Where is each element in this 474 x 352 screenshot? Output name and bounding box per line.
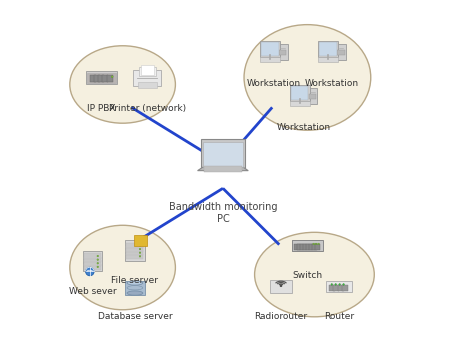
FancyBboxPatch shape — [260, 57, 280, 62]
FancyBboxPatch shape — [90, 75, 96, 82]
FancyBboxPatch shape — [338, 285, 344, 291]
Circle shape — [111, 76, 113, 78]
FancyBboxPatch shape — [84, 264, 101, 270]
Text: IP PBX: IP PBX — [87, 104, 116, 113]
Polygon shape — [198, 167, 248, 171]
FancyBboxPatch shape — [337, 50, 345, 55]
FancyBboxPatch shape — [260, 41, 280, 57]
Polygon shape — [136, 238, 141, 240]
Ellipse shape — [70, 46, 175, 123]
FancyBboxPatch shape — [139, 67, 156, 76]
FancyBboxPatch shape — [336, 44, 346, 60]
FancyBboxPatch shape — [312, 244, 318, 250]
FancyBboxPatch shape — [83, 251, 102, 271]
FancyBboxPatch shape — [127, 243, 144, 248]
FancyBboxPatch shape — [342, 285, 348, 291]
FancyBboxPatch shape — [125, 281, 145, 295]
Circle shape — [318, 243, 319, 245]
FancyBboxPatch shape — [290, 85, 310, 101]
FancyBboxPatch shape — [84, 260, 101, 266]
Ellipse shape — [255, 232, 374, 317]
Circle shape — [331, 284, 333, 285]
FancyBboxPatch shape — [134, 235, 147, 246]
FancyBboxPatch shape — [203, 142, 243, 167]
FancyBboxPatch shape — [204, 166, 242, 172]
FancyBboxPatch shape — [297, 244, 303, 250]
FancyBboxPatch shape — [300, 244, 306, 250]
Text: Workstation: Workstation — [277, 123, 331, 132]
FancyBboxPatch shape — [278, 44, 288, 60]
Text: Database server: Database server — [98, 312, 172, 321]
FancyBboxPatch shape — [308, 88, 318, 104]
Text: Workstation: Workstation — [305, 79, 359, 88]
FancyBboxPatch shape — [292, 240, 323, 251]
Ellipse shape — [127, 291, 143, 295]
Text: Switch: Switch — [292, 271, 322, 280]
FancyBboxPatch shape — [84, 257, 101, 263]
FancyBboxPatch shape — [201, 139, 245, 169]
Circle shape — [315, 243, 317, 245]
FancyBboxPatch shape — [319, 42, 337, 56]
FancyBboxPatch shape — [125, 240, 145, 261]
Circle shape — [139, 245, 141, 246]
FancyBboxPatch shape — [326, 281, 352, 292]
FancyBboxPatch shape — [292, 240, 323, 252]
FancyBboxPatch shape — [84, 253, 101, 259]
Circle shape — [139, 252, 141, 253]
FancyBboxPatch shape — [318, 57, 338, 62]
FancyBboxPatch shape — [333, 285, 339, 291]
FancyBboxPatch shape — [290, 101, 310, 106]
Ellipse shape — [70, 225, 175, 310]
FancyBboxPatch shape — [291, 86, 309, 100]
Circle shape — [139, 256, 141, 257]
Text: Bandwidth monitoring
PC: Bandwidth monitoring PC — [169, 202, 277, 224]
Circle shape — [97, 266, 99, 268]
FancyBboxPatch shape — [133, 70, 161, 86]
Circle shape — [139, 248, 141, 250]
FancyBboxPatch shape — [94, 75, 100, 82]
FancyBboxPatch shape — [141, 65, 154, 75]
Ellipse shape — [244, 25, 371, 130]
FancyBboxPatch shape — [107, 75, 113, 82]
Text: Radiorouter: Radiorouter — [255, 312, 308, 321]
FancyBboxPatch shape — [127, 250, 144, 256]
Circle shape — [335, 284, 337, 285]
FancyBboxPatch shape — [98, 75, 104, 82]
Circle shape — [97, 255, 99, 257]
Text: Web sever: Web sever — [69, 287, 117, 296]
FancyBboxPatch shape — [127, 246, 144, 252]
Circle shape — [339, 284, 340, 285]
FancyBboxPatch shape — [279, 50, 286, 55]
FancyBboxPatch shape — [86, 71, 117, 84]
Circle shape — [313, 243, 314, 245]
FancyBboxPatch shape — [102, 75, 109, 82]
Circle shape — [86, 267, 94, 276]
Circle shape — [280, 285, 282, 287]
Text: Router: Router — [324, 312, 354, 321]
Circle shape — [97, 263, 99, 264]
FancyBboxPatch shape — [87, 74, 116, 83]
FancyBboxPatch shape — [294, 244, 300, 250]
Circle shape — [343, 284, 345, 285]
FancyBboxPatch shape — [303, 244, 309, 250]
FancyBboxPatch shape — [127, 253, 144, 259]
FancyBboxPatch shape — [318, 41, 338, 57]
Text: File server: File server — [111, 276, 158, 285]
Text: Workstation: Workstation — [247, 79, 301, 88]
FancyBboxPatch shape — [306, 244, 311, 250]
FancyBboxPatch shape — [270, 280, 292, 293]
Text: Printer (network): Printer (network) — [109, 104, 186, 113]
FancyBboxPatch shape — [309, 94, 316, 99]
FancyBboxPatch shape — [329, 285, 335, 291]
FancyBboxPatch shape — [261, 42, 279, 56]
Circle shape — [97, 259, 99, 260]
Ellipse shape — [127, 281, 143, 285]
FancyBboxPatch shape — [315, 244, 320, 250]
FancyBboxPatch shape — [137, 82, 157, 88]
FancyBboxPatch shape — [309, 244, 315, 250]
